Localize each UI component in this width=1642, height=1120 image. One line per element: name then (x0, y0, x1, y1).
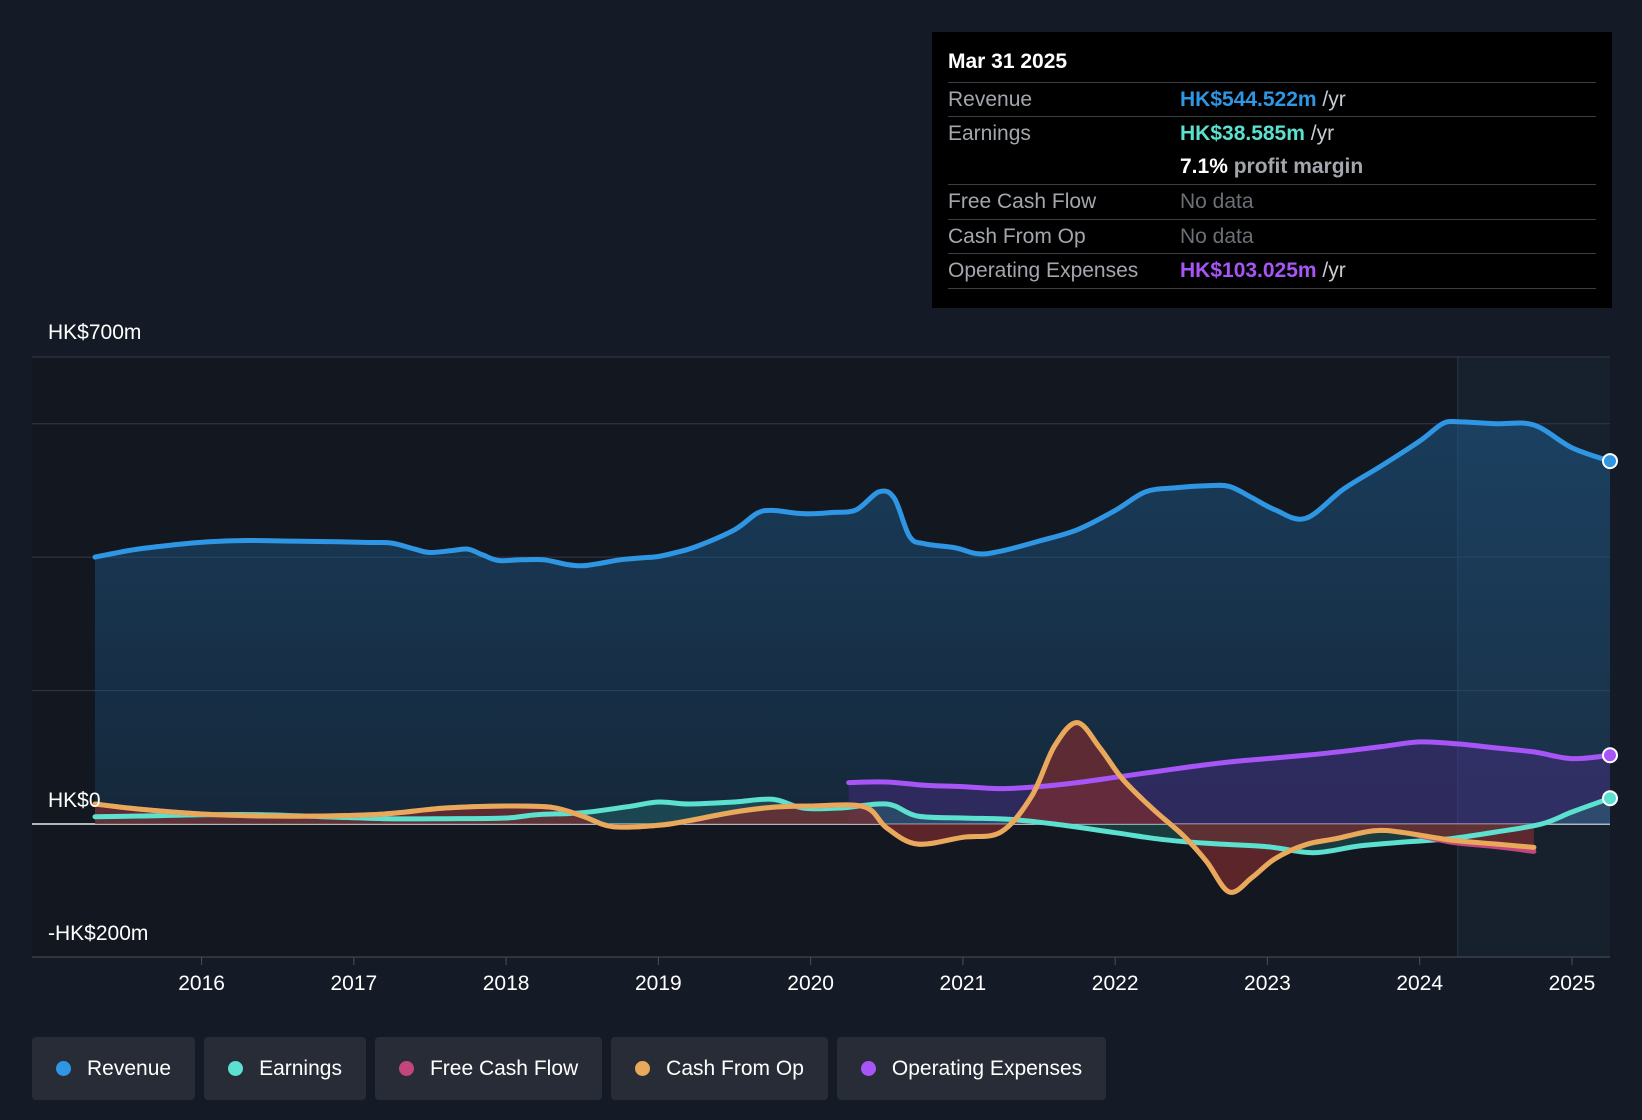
tooltip-row-fcf: Free Cash Flow No data (948, 184, 1596, 219)
legend-label-opex: Operating Expenses (891, 1056, 1083, 1080)
revenue-area (95, 421, 1610, 824)
tooltip-row-opex: Operating Expenses HK$103.025m /yr (948, 253, 1596, 289)
fcf-dot-icon (398, 1061, 414, 1076)
legend-item-opex[interactable]: Operating Expenses (836, 1037, 1107, 1100)
tooltip-value-revenue: HK$544.522m /yr (1180, 88, 1346, 112)
cash-from-op-line (92, 720, 1537, 895)
earnings-end-marker (1602, 790, 1618, 807)
x-tick-label-2023: 2023 (1244, 972, 1291, 995)
legend-label-cfo: Cash From Op (666, 1056, 804, 1080)
legend-label-earnings: Earnings (259, 1056, 342, 1080)
legend: Revenue Earnings Free Cash Flow Cash Fro… (32, 1037, 1107, 1100)
earnings-unit: /yr (1304, 122, 1335, 145)
tooltip-value-profit-margin: 7.1% profit margin (1180, 155, 1363, 179)
tooltip-value-fcf: No data (1180, 190, 1254, 213)
legend-item-cfo[interactable]: Cash From Op (611, 1037, 828, 1100)
tooltip-date: Mar 31 2025 (948, 50, 1068, 73)
tooltip-value-cfo: No data (1180, 225, 1254, 248)
legend-label-revenue: Revenue (87, 1056, 172, 1080)
tooltip-row-cfo: Cash From Op No data (948, 219, 1596, 254)
x-tick-label-2016: 2016 (178, 972, 225, 995)
legend-label-fcf: Free Cash Flow (429, 1056, 579, 1080)
x-tick-label-2022: 2022 (1092, 972, 1139, 995)
opex-unit: /yr (1316, 259, 1346, 282)
tooltip-panel: Mar 31 2025 Revenue HK$544.522m /yr Earn… (932, 32, 1612, 308)
x-tick-label-2025: 2025 (1549, 972, 1596, 995)
tooltip-label-opex: Operating Expenses (948, 259, 1139, 282)
profit-margin-value: 7.1% (1180, 155, 1228, 178)
tooltip-value-opex: HK$103.025m /yr (1180, 259, 1346, 283)
y-axis-zero-label: HK$0 (48, 789, 101, 812)
x-tick-label-2017: 2017 (330, 972, 377, 995)
tooltip-label-cfo: Cash From Op (948, 225, 1086, 248)
revenue-dot-icon (56, 1061, 71, 1076)
cfo-dot-icon (635, 1061, 651, 1076)
tooltip-row-profit-margin: 7.1% profit margin (948, 150, 1596, 184)
revenue-end-marker (1602, 453, 1618, 470)
tooltip-label-earnings: Earnings (948, 122, 1031, 145)
x-tick-label-2019: 2019 (635, 972, 682, 995)
tooltip-row-revenue: Revenue HK$544.522m /yr (948, 82, 1596, 117)
profit-margin-text: profit margin (1227, 155, 1364, 178)
legend-item-fcf[interactable]: Free Cash Flow (374, 1037, 603, 1100)
revenue-value: HK$544.522m (1180, 88, 1317, 111)
legend-item-revenue[interactable]: Revenue (32, 1037, 196, 1100)
earnings-dot-icon (228, 1061, 244, 1076)
operating-expenses-end-marker (1602, 747, 1618, 764)
opex-value: HK$103.025m (1180, 259, 1317, 282)
opex-dot-icon (860, 1061, 876, 1076)
x-tick-label-2018: 2018 (483, 972, 530, 995)
x-tick-label-2024: 2024 (1396, 972, 1443, 995)
revenue-line (92, 418, 1613, 569)
legend-item-earnings[interactable]: Earnings (204, 1037, 366, 1100)
tooltip-label-fcf: Free Cash Flow (948, 190, 1097, 213)
y-axis-top-label: HK$700m (48, 321, 142, 344)
x-tick-label-2020: 2020 (787, 972, 834, 995)
earnings-value: HK$38.585m (1180, 122, 1305, 145)
tooltip-label-revenue: Revenue (948, 88, 1033, 111)
tooltip-value-earnings: HK$38.585m /yr (1180, 122, 1334, 146)
y-axis-bottom-label: -HK$200m (48, 922, 149, 945)
x-tick-label-2021: 2021 (940, 972, 987, 995)
operating-expenses-line (846, 739, 1613, 792)
tooltip-row-earnings: Earnings HK$38.585m /yr (948, 116, 1596, 151)
revenue-unit: /yr (1316, 88, 1346, 111)
